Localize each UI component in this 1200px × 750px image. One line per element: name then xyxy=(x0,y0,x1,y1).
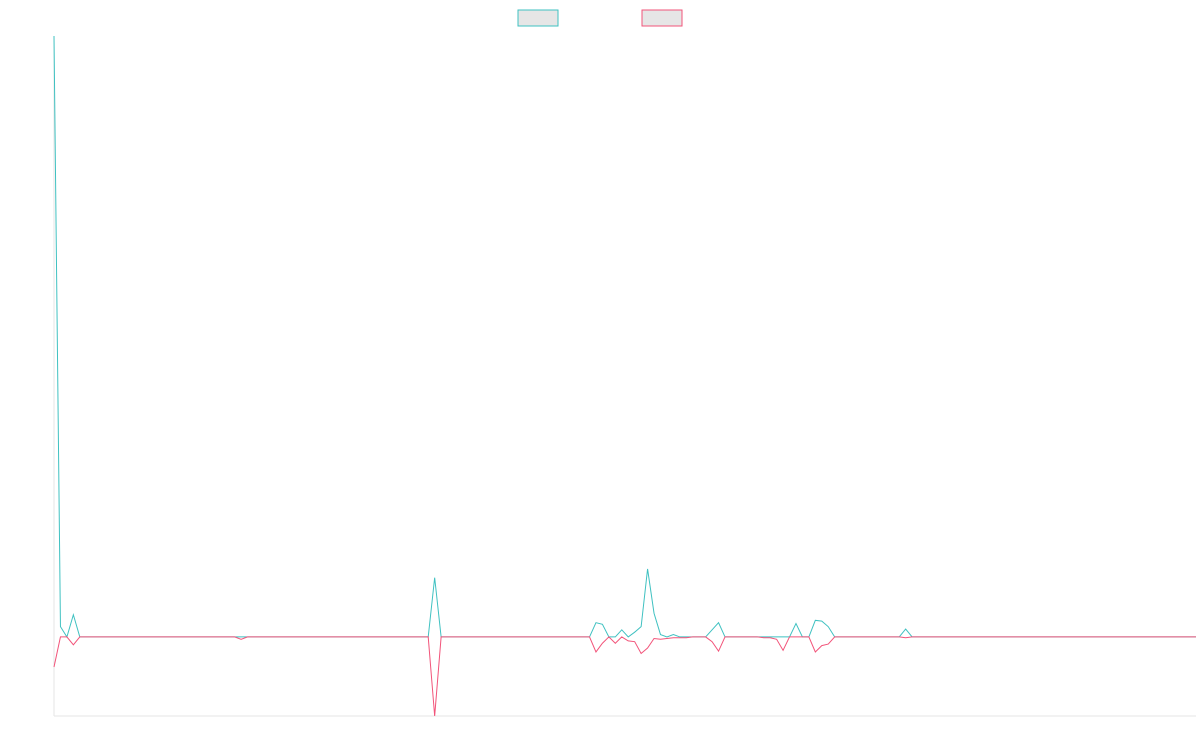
legend-swatch-1[interactable] xyxy=(517,9,559,27)
series-group xyxy=(53,35,1196,717)
legend-swatch-2[interactable] xyxy=(641,9,683,27)
series-line-1 xyxy=(53,35,1196,639)
axes xyxy=(53,36,1196,717)
series-line-2 xyxy=(53,636,1196,717)
legend xyxy=(517,9,683,27)
